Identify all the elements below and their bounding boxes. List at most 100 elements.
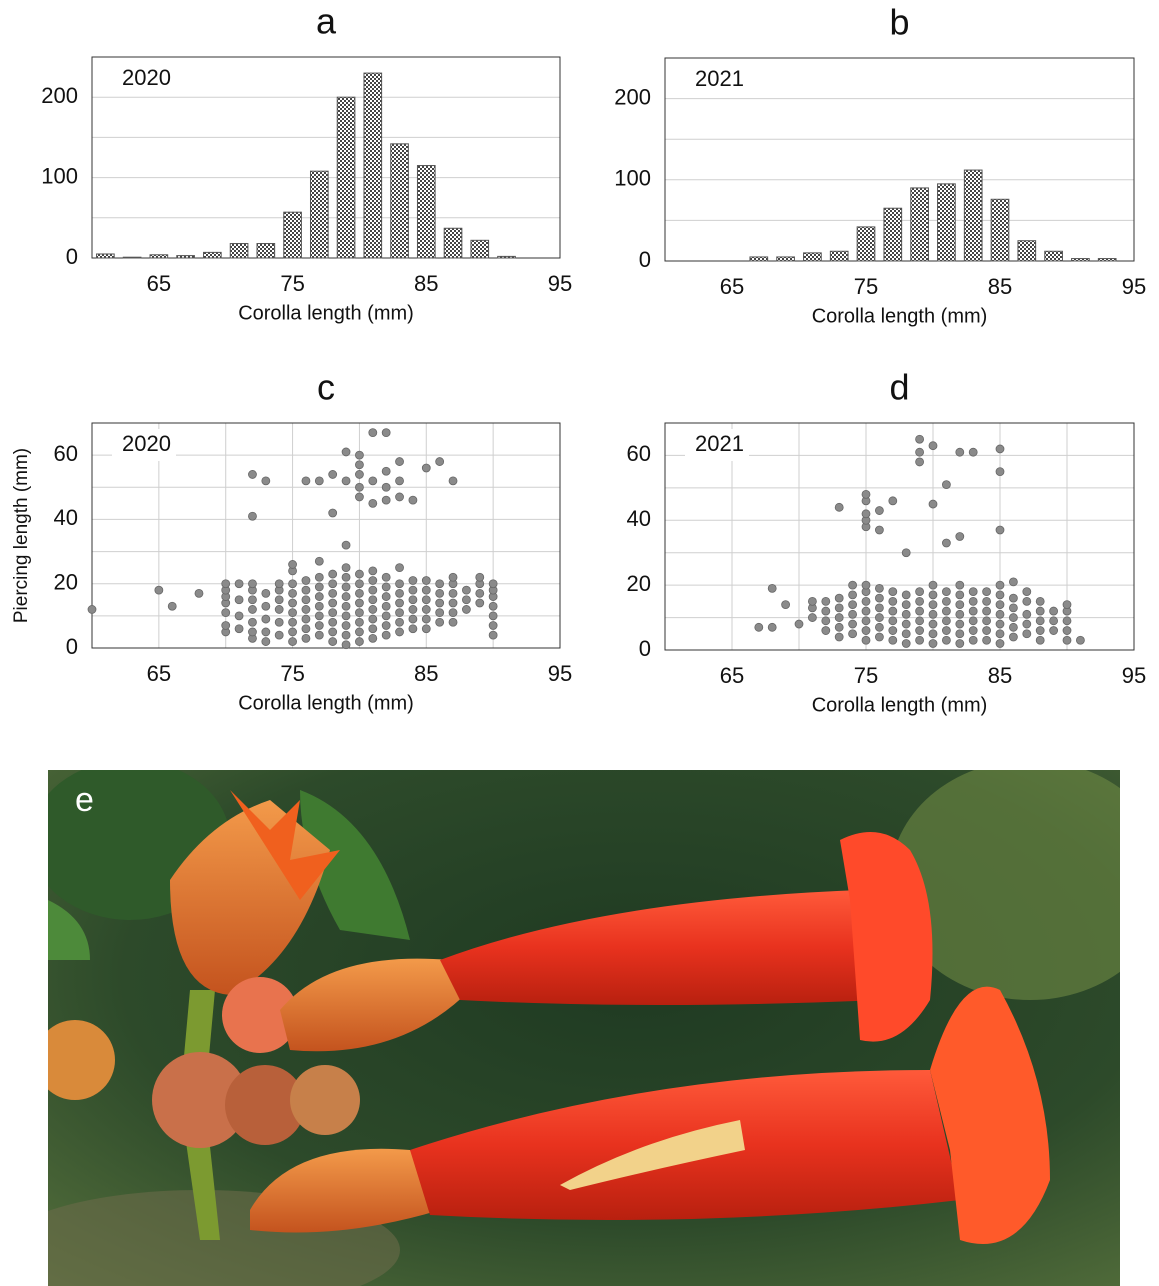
bar xyxy=(497,255,516,259)
point xyxy=(248,595,257,605)
point xyxy=(368,633,378,643)
point xyxy=(341,563,351,573)
annotation: 2020 xyxy=(122,431,171,456)
bar xyxy=(749,256,769,262)
point xyxy=(261,601,271,611)
point xyxy=(928,629,938,639)
point xyxy=(288,627,297,637)
annotation-bg xyxy=(112,429,176,461)
point xyxy=(248,579,257,589)
point xyxy=(341,640,351,650)
point xyxy=(355,637,364,646)
point xyxy=(341,621,351,630)
point xyxy=(461,585,471,595)
point xyxy=(488,621,498,630)
point xyxy=(861,626,871,635)
point xyxy=(821,606,831,616)
point xyxy=(848,619,857,629)
point xyxy=(475,572,485,582)
point xyxy=(834,603,844,613)
point xyxy=(982,616,991,626)
point xyxy=(928,639,938,648)
point xyxy=(821,596,831,606)
point xyxy=(915,606,924,616)
point xyxy=(901,619,911,629)
point xyxy=(928,590,938,600)
point xyxy=(968,626,978,635)
point xyxy=(1022,596,1032,606)
point xyxy=(248,617,257,627)
point xyxy=(995,590,1005,600)
x-axis-label: Corolla length (mm) xyxy=(238,302,414,324)
point xyxy=(915,457,924,467)
point xyxy=(314,611,324,621)
point xyxy=(341,447,351,457)
point xyxy=(381,611,391,621)
x-tick-label: 85 xyxy=(988,274,1012,299)
point xyxy=(982,587,991,597)
point xyxy=(408,495,418,505)
point xyxy=(1009,603,1018,613)
point xyxy=(848,580,857,590)
point xyxy=(1049,616,1058,626)
point xyxy=(915,434,924,444)
point xyxy=(421,576,431,585)
point xyxy=(221,579,231,589)
point xyxy=(221,621,231,630)
point xyxy=(1022,629,1032,639)
point xyxy=(328,627,338,637)
point xyxy=(154,585,164,595)
point xyxy=(381,621,391,630)
axes-frame xyxy=(91,422,561,649)
point xyxy=(368,476,378,486)
point xyxy=(301,476,311,486)
point xyxy=(341,582,351,592)
point xyxy=(301,614,311,624)
point xyxy=(461,595,471,605)
point xyxy=(355,569,364,579)
point xyxy=(355,482,364,492)
bar xyxy=(256,243,276,259)
point xyxy=(288,588,297,598)
point xyxy=(861,635,871,645)
annotation: 2020 xyxy=(122,65,171,90)
point xyxy=(435,579,445,589)
point xyxy=(995,525,1005,535)
point xyxy=(461,605,471,614)
point xyxy=(1062,635,1072,645)
x-tick-label: 95 xyxy=(548,271,572,296)
point xyxy=(328,579,338,589)
point xyxy=(1009,613,1018,622)
point xyxy=(767,583,777,593)
y-tick-label: 20 xyxy=(54,570,78,595)
bar xyxy=(336,96,356,259)
x-axis-label: Corolla length (mm) xyxy=(812,694,988,716)
point xyxy=(261,588,271,598)
chart-title: a xyxy=(316,1,337,42)
bar xyxy=(990,198,1010,262)
point xyxy=(408,585,418,595)
point xyxy=(314,630,324,640)
point xyxy=(341,540,351,550)
x-tick-label: 95 xyxy=(1122,274,1146,299)
point xyxy=(1009,577,1018,587)
point xyxy=(901,590,911,600)
point xyxy=(955,629,965,639)
point xyxy=(861,580,871,590)
point xyxy=(448,588,458,598)
point xyxy=(328,470,338,479)
point xyxy=(995,444,1005,454)
y-tick-label: 0 xyxy=(639,636,651,661)
point xyxy=(861,606,871,616)
point xyxy=(955,447,965,457)
point xyxy=(341,611,351,621)
x-tick-label: 75 xyxy=(280,661,304,686)
point xyxy=(355,450,364,460)
point xyxy=(901,639,911,648)
point xyxy=(1049,626,1058,635)
y-tick-label: 100 xyxy=(41,163,78,188)
point xyxy=(861,489,871,499)
point xyxy=(167,601,177,611)
point xyxy=(395,598,404,608)
point xyxy=(381,466,391,476)
